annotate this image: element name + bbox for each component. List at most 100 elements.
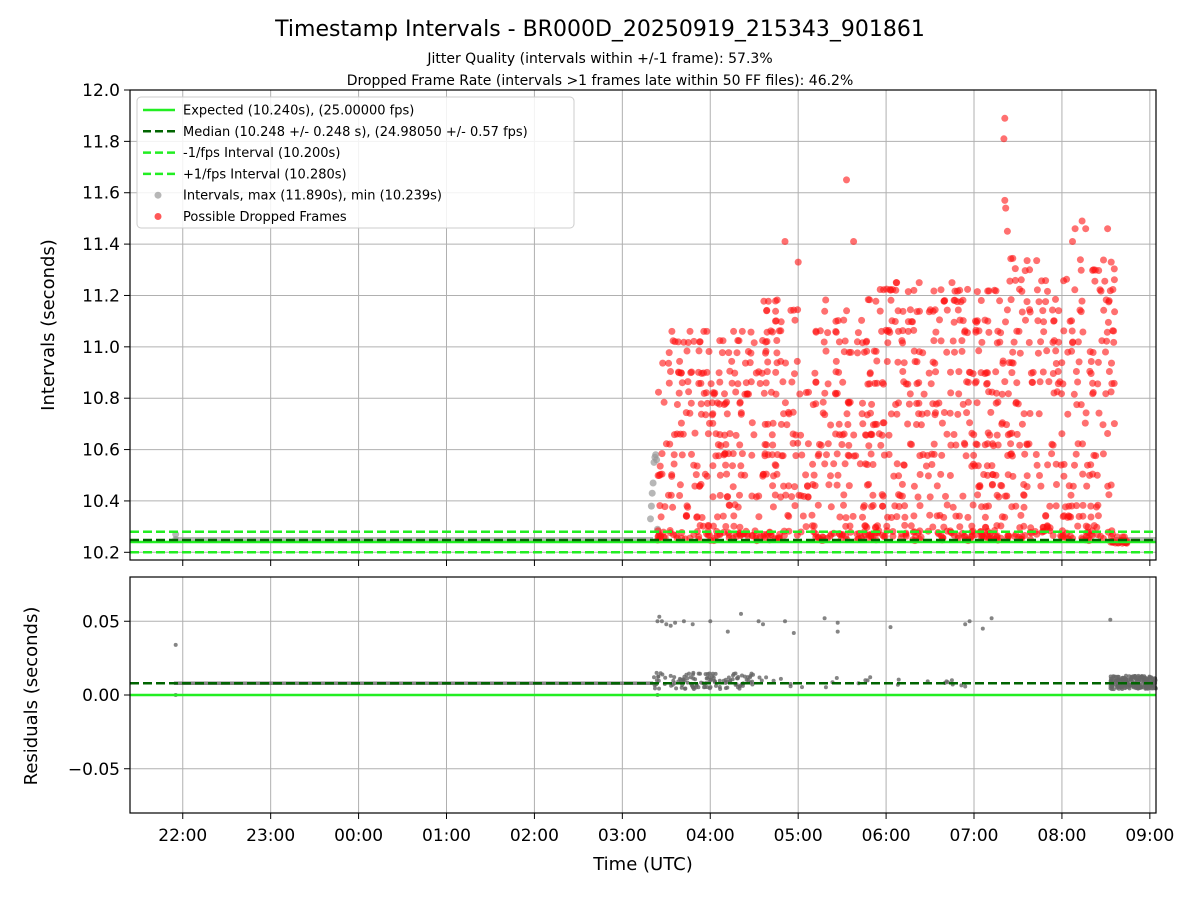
dropped-frame-point bbox=[1007, 440, 1015, 448]
dropped-frame-point bbox=[1102, 390, 1110, 398]
dropped-frame-point bbox=[716, 431, 724, 439]
residual-point bbox=[788, 684, 793, 689]
residual-point bbox=[1108, 684, 1113, 688]
dropped-frame-point bbox=[1020, 410, 1028, 418]
residual-point bbox=[1111, 687, 1116, 692]
dropped-frame-point bbox=[868, 400, 876, 408]
dropped-frame-point bbox=[756, 380, 764, 387]
dropped-frame-point bbox=[964, 513, 972, 521]
dropped-frame-point bbox=[955, 390, 963, 398]
interval-point bbox=[649, 479, 657, 487]
dropped-frame-point bbox=[1009, 359, 1017, 367]
dropped-frame-point bbox=[1087, 358, 1095, 365]
dropped-frame-point bbox=[1035, 410, 1043, 418]
dropped-frame-point bbox=[832, 368, 840, 376]
dropped-frame-point bbox=[1087, 461, 1095, 469]
residual-point bbox=[868, 675, 873, 680]
dropped-frame-point bbox=[919, 349, 927, 357]
residual-point bbox=[669, 683, 674, 688]
dropped-frame-point bbox=[730, 512, 738, 520]
dropped-frame-point bbox=[925, 369, 933, 377]
dropped-frame-point bbox=[1025, 339, 1033, 346]
dropped-frame-point bbox=[879, 419, 887, 427]
dropped-frame-point bbox=[859, 513, 866, 521]
dropped-frame-point bbox=[980, 471, 988, 478]
dropped-frame-point bbox=[905, 400, 913, 408]
dropped-frame-point bbox=[856, 460, 864, 468]
residual-point bbox=[730, 677, 735, 682]
residual-point bbox=[865, 678, 870, 683]
dropped-frame-point bbox=[711, 389, 719, 397]
dropped-frame-point bbox=[804, 482, 811, 490]
dropped-frame-point bbox=[780, 532, 788, 539]
dropped-frame-point bbox=[759, 471, 767, 478]
dropped-frame-point bbox=[901, 521, 909, 529]
dropped-frame-point bbox=[682, 409, 690, 417]
dropped-frame-point bbox=[782, 359, 789, 367]
legend-marker-4 bbox=[154, 191, 162, 199]
dropped-frame-point bbox=[789, 430, 797, 438]
dropped-frame-point bbox=[1078, 297, 1086, 305]
dropped-frame-point bbox=[687, 369, 695, 377]
dropped-frame-point bbox=[850, 238, 858, 245]
residual-point bbox=[757, 675, 762, 680]
dropped-frame-point bbox=[690, 337, 698, 345]
dropped-frame-point bbox=[1101, 277, 1109, 285]
dropped-frame-point bbox=[1038, 277, 1046, 285]
dropped-frame-point bbox=[832, 328, 840, 336]
dropped-frame-point bbox=[892, 279, 900, 287]
dropped-frame-point bbox=[836, 513, 844, 521]
dropped-frame-point bbox=[973, 441, 981, 449]
dropped-frame-point bbox=[1100, 256, 1107, 264]
dropped-frame-point bbox=[738, 327, 746, 335]
residual-point bbox=[653, 686, 657, 691]
dropped-frame-point bbox=[781, 399, 789, 407]
dropped-frame-point bbox=[657, 513, 665, 521]
residual-point bbox=[1129, 683, 1134, 688]
interval-point bbox=[647, 502, 655, 510]
x-tick-label: 08:00 bbox=[1037, 826, 1086, 846]
dropped-frame-point bbox=[709, 410, 717, 418]
dropped-frame-point bbox=[892, 401, 900, 408]
dropped-frame-point bbox=[737, 462, 745, 470]
dropped-frame-point bbox=[866, 296, 873, 304]
residual-point bbox=[1121, 677, 1126, 682]
chart-subtitle-jitter: Jitter Quality (intervals within +/-1 fr… bbox=[426, 51, 772, 67]
dropped-frame-point bbox=[1018, 308, 1026, 316]
plot-frame bbox=[129, 89, 1157, 561]
residual-point bbox=[1139, 675, 1144, 680]
legend-box bbox=[136, 96, 575, 229]
dropped-frame-point bbox=[860, 502, 868, 510]
dropped-frame-point bbox=[859, 339, 866, 347]
residual-point bbox=[746, 678, 751, 683]
dropped-frame-point bbox=[943, 348, 951, 356]
dropped-frame-point bbox=[1000, 135, 1008, 143]
dropped-frame-point bbox=[1020, 491, 1028, 499]
dropped-frame-point bbox=[941, 297, 949, 304]
dropped-frame-point bbox=[858, 410, 866, 418]
dropped-frame-point bbox=[988, 462, 996, 470]
dropped-frame-point bbox=[723, 470, 731, 478]
dropped-frame-point bbox=[1076, 256, 1084, 264]
dropped-frame-point bbox=[932, 409, 939, 417]
dropped-frame-point bbox=[913, 421, 920, 428]
interval-point bbox=[647, 515, 654, 523]
dropped-frame-point bbox=[884, 339, 892, 347]
dropped-frame-point bbox=[1060, 327, 1068, 335]
dropped-frame-point bbox=[951, 348, 958, 356]
y-tick-label: 0.05 bbox=[82, 612, 120, 632]
dropped-frame-point bbox=[680, 338, 688, 346]
legend-marker-5 bbox=[154, 213, 162, 220]
dropped-frame-point bbox=[823, 451, 830, 459]
residual-point bbox=[678, 677, 683, 682]
residual-point bbox=[967, 619, 972, 624]
dropped-frame-point bbox=[1074, 522, 1082, 530]
dropped-frame-point bbox=[842, 514, 850, 522]
x-tick-label: 00:00 bbox=[334, 826, 383, 846]
dropped-frame-point bbox=[1093, 471, 1101, 479]
dropped-frame-point bbox=[1065, 482, 1073, 490]
dropped-frame-point bbox=[690, 461, 698, 469]
dropped-frame-point bbox=[1046, 502, 1054, 510]
dropped-frame-point bbox=[1105, 491, 1113, 499]
dropped-frame-point bbox=[773, 349, 781, 357]
